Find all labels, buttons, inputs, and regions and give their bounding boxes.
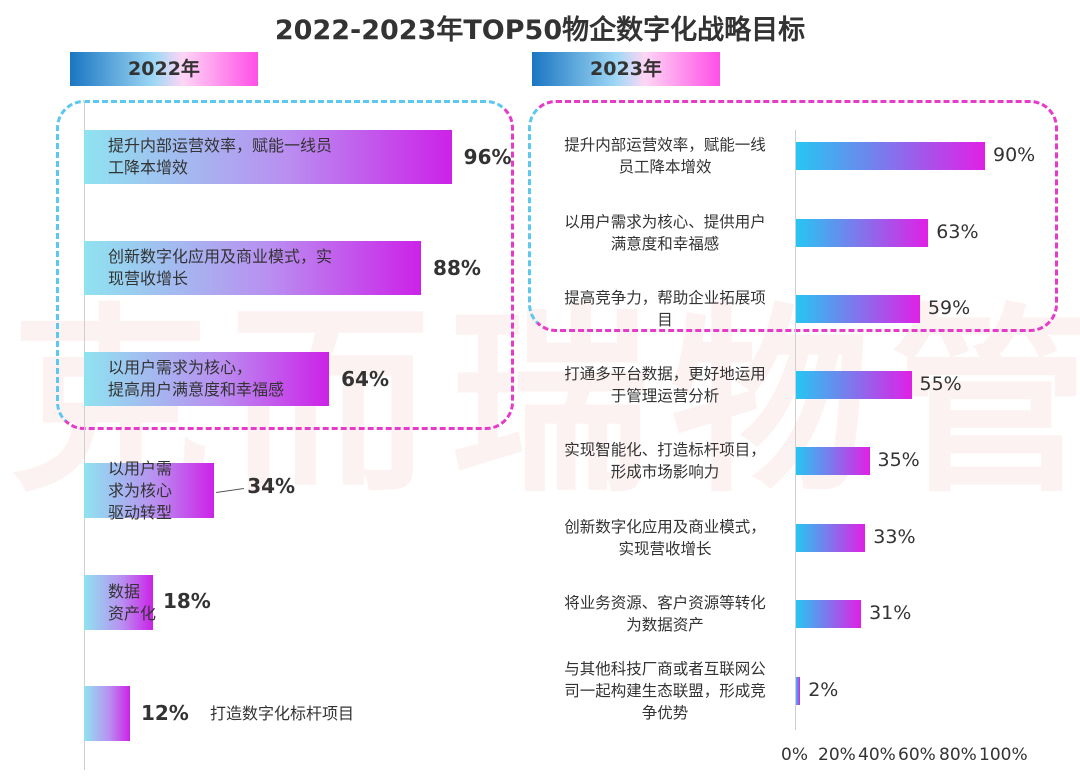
value-label-2023-5: 35% xyxy=(877,449,920,471)
value-label-2023-2: 63% xyxy=(936,221,979,243)
bar-label-line: 打通多平台数据，更好地运用 xyxy=(564,365,766,383)
bar-label-2023-1: 提升内部运营效率，赋能一线 员工降本增效 xyxy=(535,134,795,178)
bar-label-line: 提高竞争力，帮助企业拓展项 xyxy=(564,289,766,307)
value-label-2022-1: 96% xyxy=(463,145,512,169)
bar-label-line: 将业务资源、客户资源等转化 xyxy=(564,594,766,612)
value-label-2023-7: 31% xyxy=(869,602,912,624)
bar-2023-4 xyxy=(796,371,912,399)
x-tick-label: 20% xyxy=(818,745,856,765)
bar-label-line: 提升内部运营效率，赋能一线 xyxy=(564,136,766,154)
bar-label-2023-4: 打通多平台数据，更好地运用 于管理运营分析 xyxy=(535,363,795,407)
bar-label-2022-3: 以用户需求为核心， 提高用户满意度和幸福感 xyxy=(108,357,284,401)
bar-label-line: 创新数字化应用及商业模式， xyxy=(564,518,766,536)
bar-label-line: 以用户需 xyxy=(108,458,173,478)
bar-label-2023-2: 以用户需求为核心、提供用户 满意度和幸福感 xyxy=(535,211,795,255)
bar-label-line: 于管理运营分析 xyxy=(610,387,720,405)
value-label-2022-2: 88% xyxy=(433,256,481,280)
axis-line-2023 xyxy=(795,130,796,730)
bar-label-line: 员工降本增效 xyxy=(618,158,712,176)
bar-2022-2 xyxy=(84,241,422,295)
bar-2023-1 xyxy=(796,142,985,170)
bar-label-line: 现营收增长 xyxy=(108,269,189,288)
bar-label-2023-6: 创新数字化应用及商业模式， 实现营收增长 xyxy=(535,516,795,560)
year-tag-2022: 2022年 xyxy=(70,52,258,86)
x-tick-label: 60% xyxy=(898,745,936,765)
bar-label-2023-5: 实现智能化、打造标杆项目， 形成市场影响力 xyxy=(535,439,795,483)
value-label-2023-8: 2% xyxy=(808,679,839,701)
bar-2022-4 xyxy=(84,463,215,518)
bar-label-line: 满意度和幸福感 xyxy=(610,235,720,253)
bar-2022-5 xyxy=(84,575,153,630)
bar-label-2023-3: 提高竞争力，帮助企业拓展项目 xyxy=(535,287,795,331)
bar-label-line: 以用户需求为核心， xyxy=(108,358,253,377)
bar-label-line: 驱动转型 xyxy=(108,502,173,522)
highlight-box-2023 xyxy=(528,100,1058,332)
bar-label-line: 争优势 xyxy=(641,704,689,722)
bar-label-line: 形成市场影响力 xyxy=(610,463,720,481)
value-label-2023-4: 55% xyxy=(919,373,962,395)
value-label-2023-1: 90% xyxy=(993,144,1036,166)
bar-label-2022-4: 以用户需 求为核心 驱动转型 xyxy=(108,458,172,524)
bar-label-2023-8: 与其他科技厂商或者互联网公 司一起构建生态联盟，形成竞 争优势 xyxy=(535,658,795,724)
x-tick-label: 40% xyxy=(858,745,896,765)
value-label-2022-6: 12% xyxy=(140,701,189,725)
bar-label-2023-7: 将业务资源、客户资源等转化 为数据资产 xyxy=(535,592,795,636)
leader-line xyxy=(216,488,245,493)
bar-label-line: 为数据资产 xyxy=(626,616,704,634)
bar-label-line: 与其他科技厂商或者互联网公 xyxy=(564,660,766,678)
value-label-2023-6: 33% xyxy=(873,526,916,548)
bar-label-line: 司一起构建生态联盟，形成竞 xyxy=(564,682,766,700)
bar-label-line: 数据 xyxy=(108,581,141,601)
bar-label-line: 创新数字化应用及商业模式，实 xyxy=(108,247,333,266)
bar-label-line: 以用户需求为核心、提供用户 xyxy=(564,213,766,231)
value-label-2022-3: 64% xyxy=(341,367,389,391)
bar-label-line: 求为核心 xyxy=(108,480,173,500)
bar-2023-7 xyxy=(796,600,862,628)
bar-label-2022-6: 打造数字化标杆项目 xyxy=(210,703,354,725)
bar-2023-3 xyxy=(796,295,920,323)
x-tick-label: 80% xyxy=(939,745,977,765)
bar-label-line: 实现智能化、打造标杆项目， xyxy=(564,441,766,459)
bar-2023-5 xyxy=(796,447,870,475)
bar-label-line: 提升内部运营效率，赋能一线员 xyxy=(108,136,333,155)
bar-label-line: 提高用户满意度和幸福感 xyxy=(108,380,285,399)
bar-2022-1 xyxy=(84,130,452,184)
bar-2023-2 xyxy=(796,219,929,247)
bar-2023-6 xyxy=(796,524,866,552)
value-label-2023-3: 59% xyxy=(927,297,971,319)
value-label-2022-4: 34% xyxy=(247,474,296,498)
bar-label-2022-2: 创新数字化应用及商业模式，实 现营收增长 xyxy=(108,246,332,290)
bar-label-line: 资产化 xyxy=(108,603,157,623)
bar-2023-8 xyxy=(796,677,801,705)
bar-label-line: 目 xyxy=(657,311,673,329)
highlight-box-2022 xyxy=(56,100,514,430)
bar-2022-3 xyxy=(84,352,330,406)
chart-title: 2022-2023年TOP50物企数字化战略目标 xyxy=(274,15,806,46)
bar-label-2022-5: 数据 资产化 xyxy=(108,581,156,625)
bar-label-2022-1: 提升内部运营效率，赋能一线员 工降本增效 xyxy=(108,135,332,179)
year-tag-2023: 2023年 xyxy=(532,52,720,86)
bar-label-line: 实现营收增长 xyxy=(618,540,712,558)
x-tick-label: 100% xyxy=(979,745,1028,765)
bar-2022-6 xyxy=(84,686,130,741)
axis-line-2022 xyxy=(84,100,85,770)
bar-label-line: 工降本增效 xyxy=(108,158,189,177)
value-label-2022-5: 18% xyxy=(162,589,211,613)
x-tick-label: 0% xyxy=(781,745,808,765)
bar-label-line: 打造数字化标杆项目 xyxy=(210,704,355,723)
